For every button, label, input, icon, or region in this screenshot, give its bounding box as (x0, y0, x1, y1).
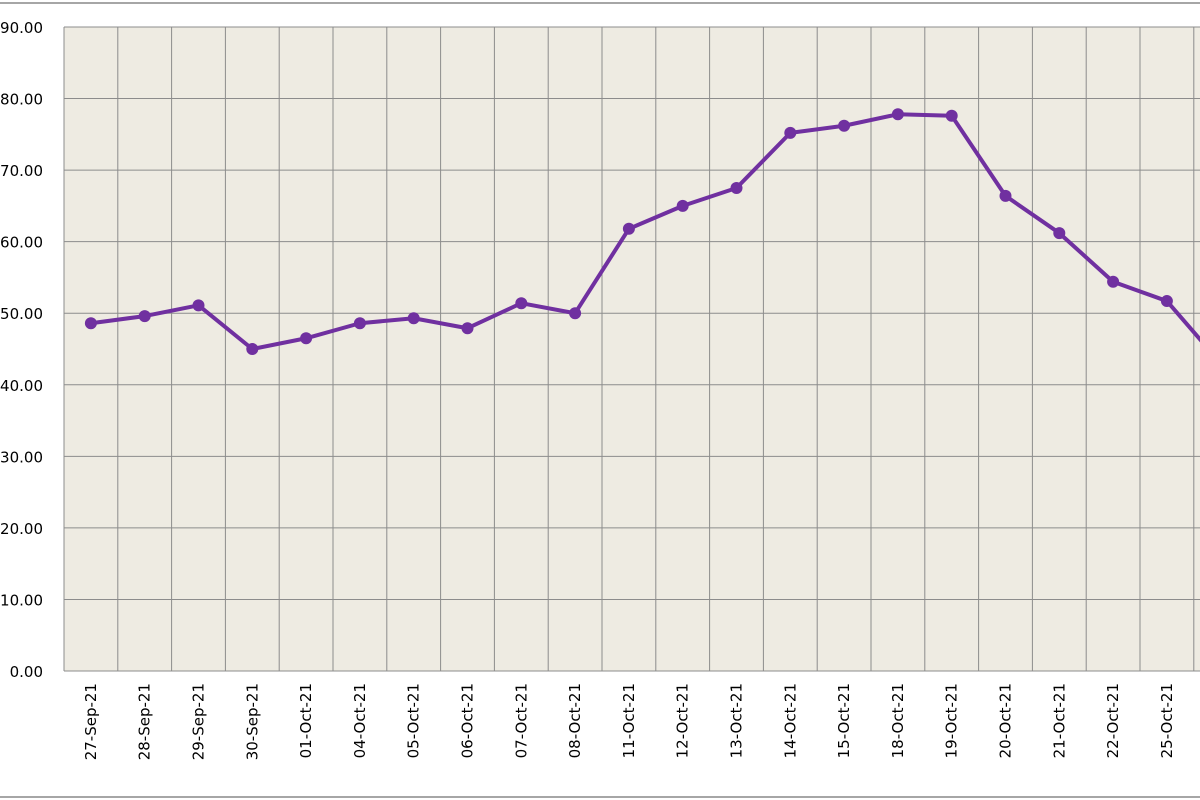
data-point (1053, 227, 1066, 240)
y-tick-label: 90.00 (0, 19, 43, 37)
y-tick-label: 50.00 (0, 305, 43, 323)
x-tick-label: 18-Oct-21 (889, 683, 907, 758)
x-tick-label: 05-Oct-21 (405, 683, 423, 758)
x-tick-label: 25-Oct-21 (1158, 683, 1176, 758)
y-tick-label: 20.00 (0, 520, 43, 538)
data-point (515, 297, 528, 310)
data-point (622, 222, 635, 235)
data-point (569, 307, 582, 320)
plot-area (64, 27, 1200, 671)
data-point (300, 332, 313, 345)
data-point (138, 310, 151, 323)
y-tick-label: 30.00 (0, 448, 43, 466)
x-tick-label: 30-Sep-21 (243, 683, 261, 760)
x-tick-label: 19-Oct-21 (943, 683, 961, 758)
x-tick-label: 06-Oct-21 (459, 683, 477, 758)
data-point (192, 299, 205, 312)
y-tick-label: 80.00 (0, 91, 43, 109)
data-point (461, 322, 474, 335)
data-point (407, 312, 420, 325)
data-point (999, 189, 1012, 202)
x-tick-label: 28-Sep-21 (136, 683, 154, 760)
data-point (945, 109, 958, 122)
data-point (784, 126, 797, 139)
x-tick-label: 11-Oct-21 (620, 683, 638, 758)
y-tick-label: 0.00 (10, 663, 43, 681)
x-tick-label: 12-Oct-21 (674, 683, 692, 758)
y-tick-label: 40.00 (0, 377, 43, 395)
x-tick-label: 21-Oct-21 (1050, 683, 1068, 758)
line-series (90, 112, 1200, 351)
x-tick-label: 08-Oct-21 (566, 683, 584, 758)
plot-layer: 0.00 10.00 20.00 30.00 40.00 50.00 60.00 70.00 8… (0, 19, 1200, 760)
x-tick-label: 20-Oct-21 (997, 683, 1015, 758)
x-tick-label: 13-Oct-21 (728, 683, 746, 758)
data-point (838, 119, 851, 132)
x-tick-label: 04-Oct-21 (351, 683, 369, 758)
data-point (1107, 275, 1120, 288)
data-point (891, 108, 904, 121)
x-tick-label: 14-Oct-21 (781, 683, 799, 758)
x-tick-label: 01-Oct-21 (297, 683, 315, 758)
x-tick-label: 07-Oct-21 (512, 683, 530, 758)
data-point (246, 343, 259, 355)
y-tick-label: 60.00 (0, 234, 43, 252)
y-tick-label: 10.00 (0, 591, 43, 609)
x-tick-label: 15-Oct-21 (835, 683, 853, 758)
data-point (730, 182, 743, 194)
y-tick-label: 70.00 (0, 162, 43, 180)
x-tick-label: 29-Sep-21 (190, 683, 208, 760)
data-point (353, 317, 366, 330)
data-point (84, 317, 97, 330)
data-point (676, 199, 689, 212)
x-tick-label: 22-Oct-21 (1104, 683, 1122, 758)
x-tick-label: 27-Sep-21 (82, 683, 100, 760)
data-point (1160, 295, 1173, 308)
